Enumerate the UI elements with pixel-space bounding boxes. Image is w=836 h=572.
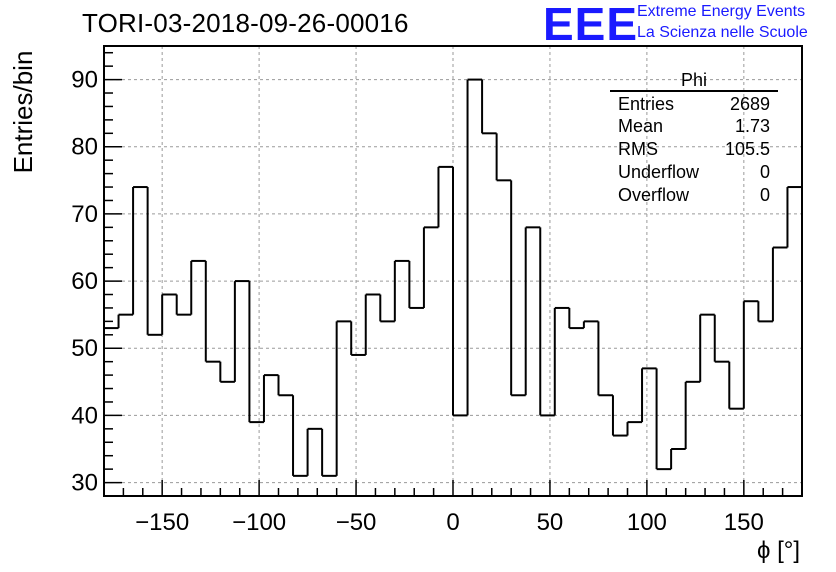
- stats-value: 0: [759, 185, 770, 205]
- y-tick-label: 80: [71, 134, 98, 161]
- x-tick-label: 150: [724, 509, 764, 536]
- x-axis-ticks: −150 −100 −50 0 50 100 150: [103, 480, 803, 536]
- x-tick-label: 0: [446, 509, 459, 536]
- x-tick-label: −100: [232, 509, 286, 536]
- y-axis-ticks: 30 40 50 60 70 80 90: [71, 51, 122, 497]
- stats-box-rule: [610, 90, 778, 92]
- stats-label: RMS: [618, 139, 658, 159]
- y-tick-label: 90: [71, 67, 98, 94]
- x-tick-label: 100: [627, 509, 667, 536]
- logo-caption-line1: Extreme Energy Events: [637, 3, 806, 20]
- stats-box-title: Phi: [680, 70, 707, 90]
- stats-label: Entries: [618, 94, 675, 114]
- stats-label: Overflow: [618, 185, 690, 205]
- y-tick-label: 50: [71, 335, 98, 362]
- y-tick-label: 70: [71, 201, 98, 228]
- stats-value: 2689: [729, 94, 770, 114]
- y-tick-label: 60: [71, 268, 98, 295]
- plot-title: TORI-03-2018-09-26-00016: [82, 8, 409, 38]
- y-axis-label: Entries/bin: [8, 51, 38, 174]
- stats-label: Underflow: [618, 162, 700, 182]
- x-tick-label: −150: [135, 509, 189, 536]
- y-tick-label: 30: [71, 470, 98, 497]
- stats-value: 105.5: [724, 139, 770, 159]
- histogram-series: [104, 78, 803, 477]
- stats-value: 1.73: [734, 116, 770, 136]
- stats-value: 0: [759, 162, 770, 182]
- x-tick-label: −50: [336, 509, 377, 536]
- eee-logo: EEE: [543, 0, 639, 50]
- x-tick-label: 50: [537, 509, 564, 536]
- logo-caption-line2: La Scienza nelle Scuole: [637, 24, 808, 41]
- x-axis-label: ϕ [°]: [757, 537, 800, 564]
- y-tick-label: 40: [71, 402, 98, 429]
- stats-label: Mean: [618, 116, 664, 136]
